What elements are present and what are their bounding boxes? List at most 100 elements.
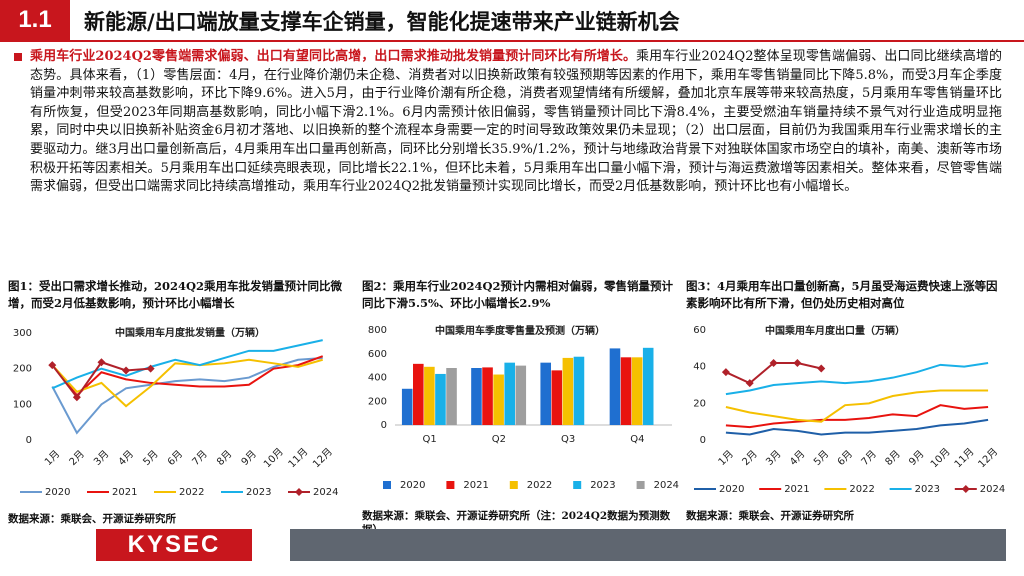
figure-caption: 图1：受出口需求增长推动，2024Q2乘用车批发销量预计同比微增，而受2月低基数… [8, 279, 343, 310]
legend-swatch [509, 481, 518, 489]
bar [551, 370, 563, 425]
y-tick-label: 800 [368, 325, 387, 336]
x-tick-label: 9月 [907, 448, 927, 468]
x-tick-label: 4月 [116, 448, 136, 468]
paragraph: 乘用车行业2024Q2零售端需求偏弱、出口有望同比高增，出口需求推动批发销量预计… [30, 48, 1002, 197]
legend-label: 2023 [246, 487, 271, 498]
legend-label: 2021 [463, 480, 488, 491]
point-marker [817, 364, 826, 373]
x-tick-label: 1月 [42, 448, 62, 468]
legend-label: 2020 [400, 480, 425, 491]
x-tick-label: 2月 [740, 448, 760, 468]
x-tick-label: 2月 [67, 448, 87, 468]
bar [504, 362, 515, 425]
y-tick-label: 20 [693, 398, 706, 409]
line-series [51, 339, 323, 390]
x-tick-label: 12月 [310, 446, 335, 471]
footer-bar [290, 529, 1006, 561]
x-tick-label: 1月 [716, 448, 736, 468]
legend-label: 2024 [313, 487, 338, 498]
line-series [725, 389, 989, 423]
point-marker [769, 359, 778, 367]
bar [620, 357, 632, 425]
figure-caption: 图3：4月乘用车出口量创新高，5月虽受海运费快速上涨等因素影响环比有所下滑，但仍… [686, 279, 998, 310]
figure-source: 数据来源：乘联会、开源证券研究所 [8, 513, 176, 525]
x-tick-label: 10月 [928, 446, 953, 471]
legend-label: 2021 [784, 484, 809, 495]
bar [446, 368, 457, 425]
legend-label: 2020 [45, 487, 70, 498]
x-tick-label: 3月 [91, 448, 111, 468]
point-marker [97, 358, 106, 367]
x-tick-label: 8月 [214, 448, 234, 468]
bar [424, 366, 435, 425]
x-tick-label: Q3 [561, 434, 575, 445]
legend-label: 2024 [980, 484, 1005, 495]
y-tick-label: 400 [368, 373, 387, 384]
section-number: 1.1 [0, 0, 70, 40]
legend-label: 2023 [590, 480, 615, 491]
point-marker [72, 393, 81, 402]
y-tick-label: 40 [693, 362, 706, 373]
bar [493, 374, 504, 425]
bar [609, 348, 621, 425]
figure-source: 数据来源：乘联会、开源证券研究所 [686, 510, 854, 522]
y-tick-label: 60 [693, 325, 706, 336]
point-marker [745, 379, 754, 388]
legend-label: 2022 [527, 480, 552, 491]
legend-label: 2021 [112, 487, 137, 498]
chart-title: 中国乘用车季度零售量及预测（万辆） [435, 324, 605, 337]
bar [562, 357, 574, 425]
x-tick-label: Q2 [492, 434, 506, 445]
bar [413, 363, 424, 425]
legend-label: 2022 [179, 487, 204, 498]
y-tick-label: 300 [13, 328, 32, 339]
legend-swatch [636, 481, 645, 489]
line-series [725, 362, 989, 396]
y-tick-label: 0 [381, 420, 387, 431]
bar [435, 373, 446, 425]
x-tick-label: 6月 [165, 448, 185, 468]
legend-marker [295, 488, 303, 496]
x-tick-label: 12月 [976, 446, 1001, 471]
legend-label: 2023 [915, 484, 940, 495]
legend-swatch [573, 481, 582, 489]
bar [471, 368, 482, 425]
x-tick-label: 8月 [883, 448, 903, 468]
figure-caption: 图2：乘用车行业2024Q2预计内需相对偏弱，零售销量预计同比下滑5.5%、环比… [362, 279, 674, 310]
x-tick-label: 7月 [190, 448, 210, 468]
bar [401, 388, 413, 425]
x-tick-label: Q1 [423, 434, 437, 445]
y-tick-label: 100 [13, 399, 32, 410]
legend-label: 2022 [849, 484, 874, 495]
bar [573, 356, 585, 425]
line-series [51, 355, 324, 397]
legend-label: 2020 [719, 484, 744, 495]
x-tick-label: Q4 [630, 434, 644, 445]
line-series [51, 356, 323, 435]
y-tick-label: 200 [13, 364, 32, 375]
lead-text: 乘用车行业2024Q2零售端需求偏弱、出口有望同比高增，出口需求推动批发销量预计… [30, 49, 637, 64]
x-tick-label: 10月 [261, 446, 286, 471]
bar [631, 357, 643, 425]
bar [642, 347, 654, 425]
y-tick-label: 0 [26, 435, 32, 446]
x-tick-label: 7月 [859, 448, 879, 468]
bar [540, 362, 552, 425]
point-marker [146, 364, 155, 373]
bar [482, 367, 493, 425]
point-marker [793, 359, 802, 367]
x-tick-label: 5月 [811, 448, 831, 468]
body-text: 乘用车行业2024Q2整体呈现零售端偏弱、出口同比继续高增的态势。具体来看，（1… [30, 49, 1003, 195]
legend-swatch [446, 481, 455, 489]
chart-title: 中国乘用车月度出口量（万辆） [765, 324, 905, 337]
legend-label: 2024 [654, 480, 679, 491]
legend-swatch [383, 481, 391, 489]
x-tick-label: 9月 [239, 448, 259, 468]
chart-title: 中国乘用车月度批发销量（万辆） [115, 326, 265, 339]
bar [515, 365, 527, 425]
legend-marker [961, 485, 970, 493]
point-marker [122, 366, 131, 375]
